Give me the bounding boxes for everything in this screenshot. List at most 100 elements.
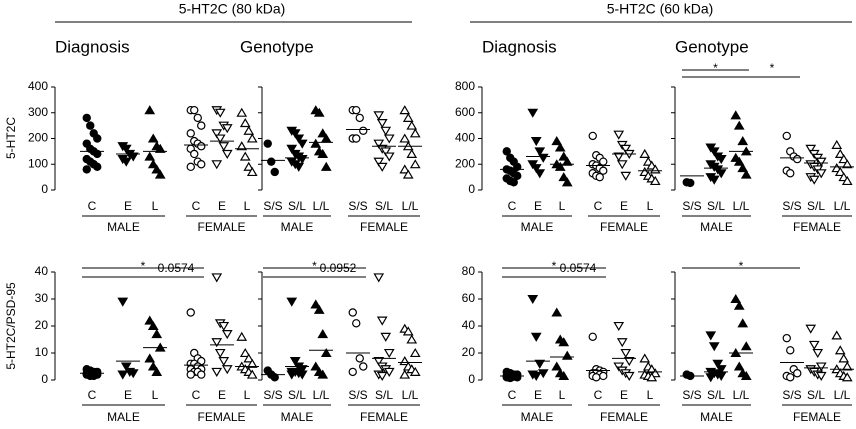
x-tick-label: E [534,199,542,213]
y-tick-label: 800 [455,79,475,93]
data-point [86,121,95,130]
data-point [214,348,226,359]
data-point [197,142,206,151]
panel-title: Genotype [675,37,749,56]
data-point [89,371,98,381]
significance-label: * [552,259,557,273]
data-point [310,361,322,371]
x-tick-label: S/S [348,388,367,402]
data-point [558,151,570,161]
data-point [289,357,301,367]
data-point [639,148,651,158]
group-label: FEMALE [600,220,648,234]
data-point [144,151,156,161]
data-point [373,273,385,283]
data-point [530,371,542,382]
data-point [834,345,846,355]
data-point [649,175,661,186]
x-tick-label: L/L [313,199,330,213]
y-tick-label: 30 [35,291,49,305]
data-point [793,369,802,378]
y-tick-label: 10 [35,345,49,359]
data-point [561,350,573,360]
data-point [561,156,573,166]
data-point [317,369,329,379]
data-point [554,142,566,152]
x-tick-label: C [594,388,603,402]
data-point [383,152,395,162]
y-tick-label: 400 [455,131,475,145]
data-point [740,169,752,179]
data-point [561,177,573,187]
data-point [782,333,791,343]
x-tick-label: S/L [288,388,306,402]
data-point [841,175,853,186]
group-label: FEMALE [600,410,648,424]
data-point [93,134,102,143]
data-point [147,133,159,143]
x-tick-label: S/S [263,199,282,213]
data-point [197,370,206,379]
significance-label: * [312,259,317,273]
panel-title: Diagnosis [55,37,130,56]
data-point [534,169,546,179]
data-point [705,331,717,341]
y-tick-label: 0 [468,372,475,386]
data-point [733,156,745,166]
significance-label: * [739,259,744,273]
data-point [239,151,251,161]
significance-label: 0.0574 [560,261,597,275]
data-point [270,373,279,382]
x-tick-label: L/L [733,199,750,213]
data-point [551,307,563,317]
data-point [613,130,625,140]
data-point [513,373,522,382]
data-point [236,331,248,341]
data-point [554,161,566,171]
data-point [190,105,199,115]
data-point [352,134,361,143]
significance-label: * [141,259,146,273]
data-point [144,315,156,325]
group-label: FEMALE [360,410,408,424]
data-point [733,361,745,371]
data-point [409,128,421,138]
y-axis-label: 5-HT2C/PSD-95 [4,282,18,370]
x-tick-label: E [218,388,226,402]
data-point [509,178,518,187]
x-tick-label: C [508,199,517,213]
data-point [359,126,368,135]
data-point [551,136,563,146]
data-point [786,373,795,382]
data-point [715,169,727,179]
data-point [144,105,156,115]
data-point [120,362,132,372]
data-point [286,144,298,154]
data-point [399,369,411,379]
x-tick-label: E [124,388,132,402]
data-point [211,129,223,139]
x-tick-label: E [218,199,226,213]
significance-label: 0.0574 [158,261,195,275]
data-point [317,128,329,138]
data-point [243,161,255,171]
data-point [218,357,230,367]
data-point [211,273,223,283]
data-point [838,353,850,363]
group-label: MALE [700,410,733,424]
data-point [373,157,385,167]
data-point [530,164,542,174]
x-tick-label: E [620,388,628,402]
data-point [715,371,727,382]
data-point [588,131,597,141]
data-point [246,133,258,143]
data-point [186,308,195,317]
data-point [376,316,388,326]
data-point [838,154,850,164]
data-point [289,129,301,139]
data-point [409,159,421,169]
data-point [841,372,853,382]
y-tick-label: 20 [462,345,476,359]
y-tick-label: 200 [455,156,475,170]
group-label: MALE [521,410,554,424]
